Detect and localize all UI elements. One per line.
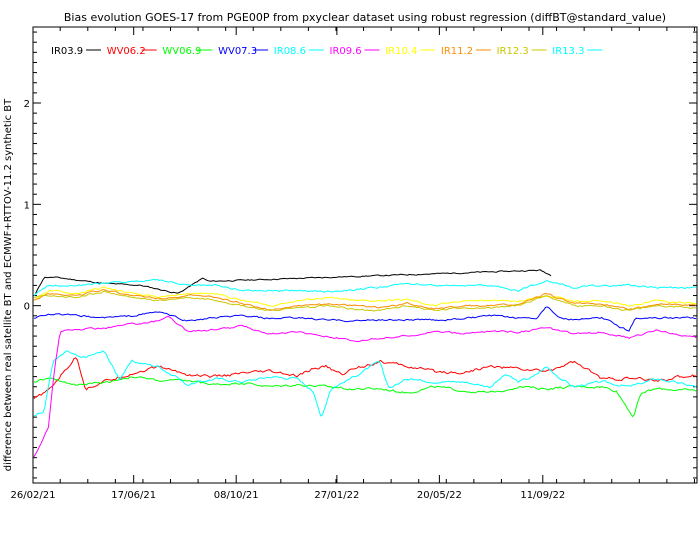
legend-label: IR11.2 [441,46,473,57]
series-line-ir08-6 [33,350,697,417]
legend-label: WV06.2 [107,46,146,57]
series-line-ir13-3 [33,278,697,296]
x-tick-label: 27/01/22 [314,490,359,501]
legend-label: WV06.9 [162,46,201,57]
axes-layer: 26/02/21 17/06/21 08/10/21 27/01/22 20/05/22… [11,27,697,501]
legend-label: WV07.3 [218,46,257,57]
legend-label: IR13.3 [552,46,584,57]
x-tick-label: 20/05/22 [417,490,462,501]
legend-label: IR08.6 [274,46,306,57]
series-line-ir10-4 [33,286,697,307]
y-tick-label: 1 [24,200,30,211]
legend-label: IR03.9 [51,46,83,57]
legend-label: IR12.3 [497,46,529,57]
series-line-ir09-6 [33,315,697,458]
x-tick-label: 11/09/22 [520,490,565,501]
legend-label: IR09.6 [330,46,362,57]
series-line-ir11-2 [33,288,697,311]
legend-label: IR10.4 [385,46,417,57]
series-line-ir12-3 [33,290,697,312]
y-axis-label: difference between real satellite BT and… [3,98,14,471]
series-layer [33,269,697,458]
x-tick-label: 26/02/21 [11,490,56,501]
series-line-wv07-3 [33,306,697,332]
series-line-wv06-2 [33,357,697,400]
y-tick-label: 2 [24,99,30,110]
series-line-ir03-9 [35,269,552,294]
series-line-wv06-9 [33,376,697,418]
y-tick-label: 0 [24,302,30,313]
x-tick-label: 08/10/21 [214,490,259,501]
legend: IR03.9 WV06.2 WV06.9 WV07.3 IR08.6 IR09.6 IR10… [51,46,603,57]
x-tick-label: 17/06/21 [111,490,156,501]
chart-title: Bias evolution GOES-17 from PGE00P from … [64,11,666,24]
